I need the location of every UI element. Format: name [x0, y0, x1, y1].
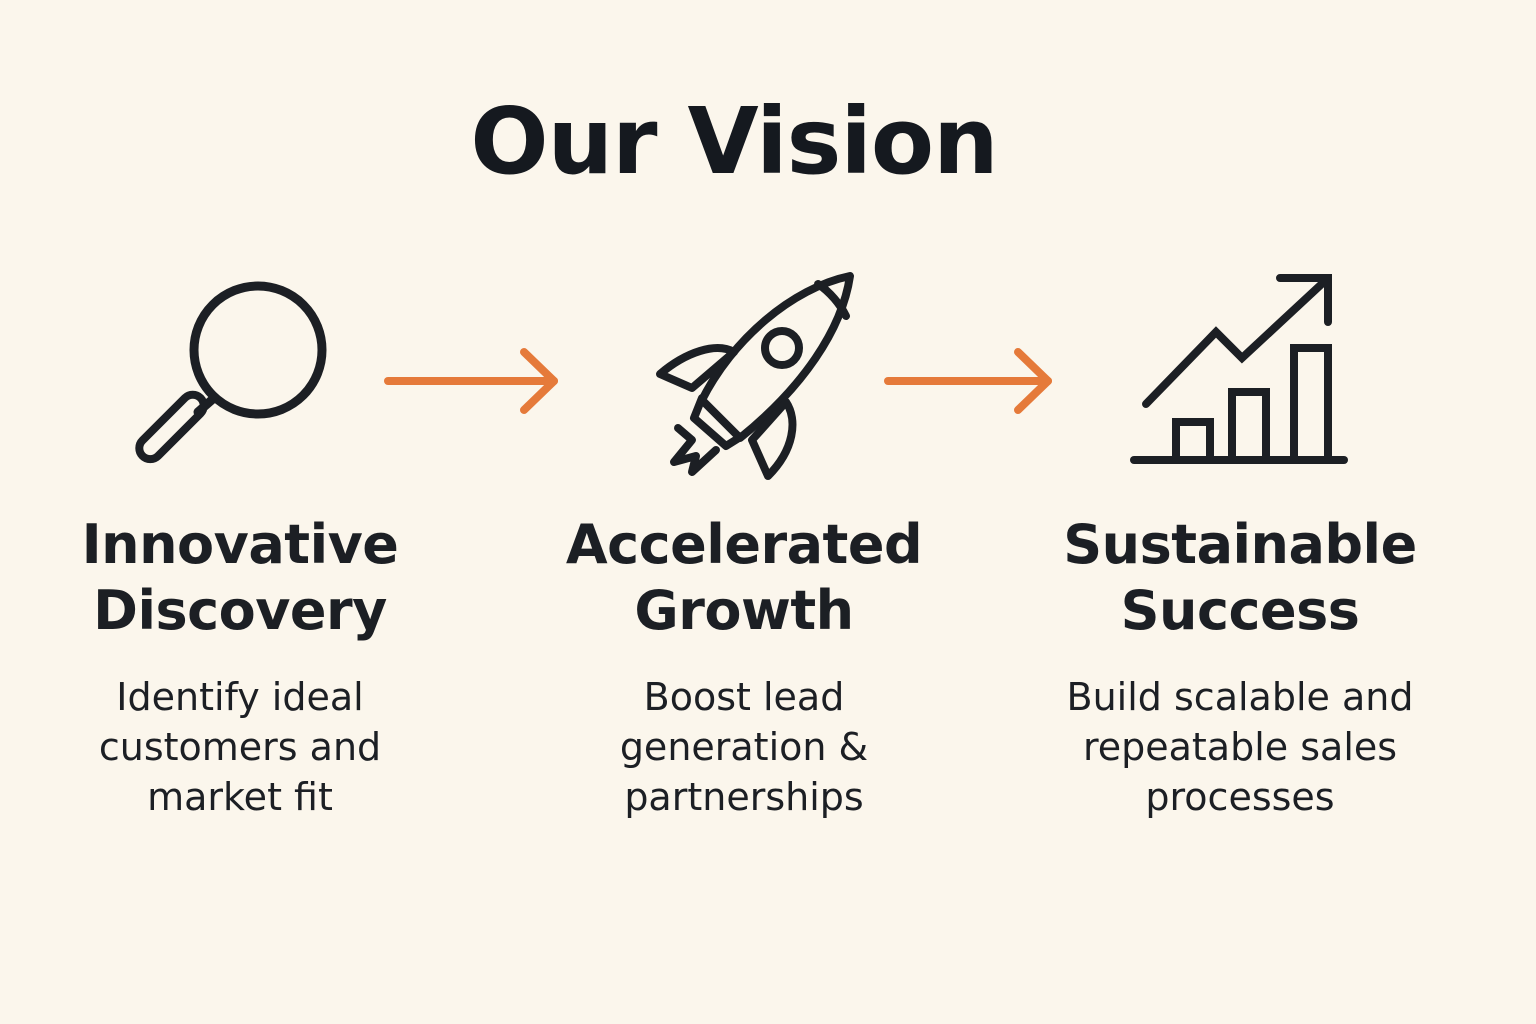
step-innovative-discovery: Innovative Discovery Identify ideal cust… [30, 270, 450, 822]
arrow-right-icon [884, 348, 1052, 414]
growth-chart-icon [1130, 274, 1348, 464]
step-title-line: Sustainable [1063, 513, 1417, 576]
step-description-line: repeatable sales [1082, 725, 1398, 769]
page-title: Our Vision [470, 88, 998, 195]
step-description-line: partnerships [624, 775, 864, 819]
step-sustainable-success: Sustainable Success Build scalable and r… [1030, 270, 1450, 822]
step-description-line: Boost lead [643, 675, 845, 719]
step-description-line: Identify ideal [116, 675, 364, 719]
step-title-line: Accelerated [565, 513, 923, 576]
step-title-line: Success [1120, 579, 1360, 642]
arrow-right-icon [384, 348, 558, 414]
rocket-icon [656, 272, 854, 480]
step-accelerated-growth: Accelerated Growth Boost lead generation… [534, 270, 954, 822]
step-description-line: Build scalable and [1066, 675, 1414, 719]
magnifying-glass-icon [135, 281, 327, 464]
step-description-line: processes [1145, 775, 1335, 819]
step-title-line: Innovative [81, 513, 399, 576]
step-description-line: market fit [147, 775, 333, 819]
step-description-line: generation & [619, 725, 869, 769]
step-title-line: Discovery [93, 579, 387, 642]
step-description-line: customers and [98, 725, 382, 769]
step-title-line: Growth [634, 579, 854, 642]
